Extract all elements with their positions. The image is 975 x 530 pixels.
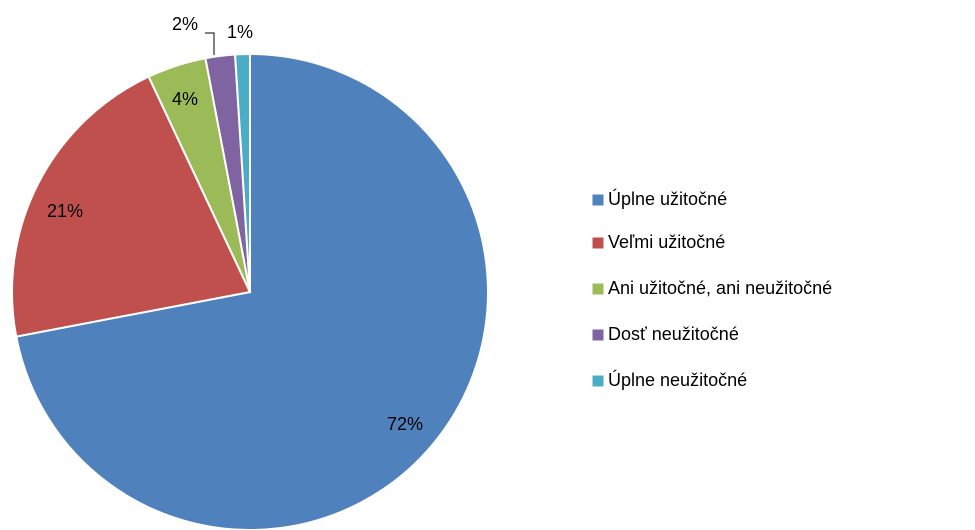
data-label: 21% [47,201,83,221]
data-label: 4% [172,89,198,109]
leader-line [205,32,215,55]
data-label: 1% [227,22,253,42]
pie-slice [11,75,252,338]
legend-swatch [591,193,605,207]
legend-swatch [591,236,605,250]
data-label: 2% [172,14,198,34]
legend-swatch [591,374,605,388]
legend-label: Veľmi užitočné [608,232,725,252]
pie-slice [15,52,489,530]
legend-swatch [591,282,605,296]
legend-label: Úplne užitočné [608,188,727,209]
data-label: 72% [387,414,423,434]
legend-label: Dosť neužitočné [608,324,739,344]
pie-slice [233,52,251,293]
legend-label: Ani užitočné, ani neužitočné [608,278,832,298]
legend-swatch [591,328,605,342]
legend-label: Úplne neužitočné [608,369,747,390]
